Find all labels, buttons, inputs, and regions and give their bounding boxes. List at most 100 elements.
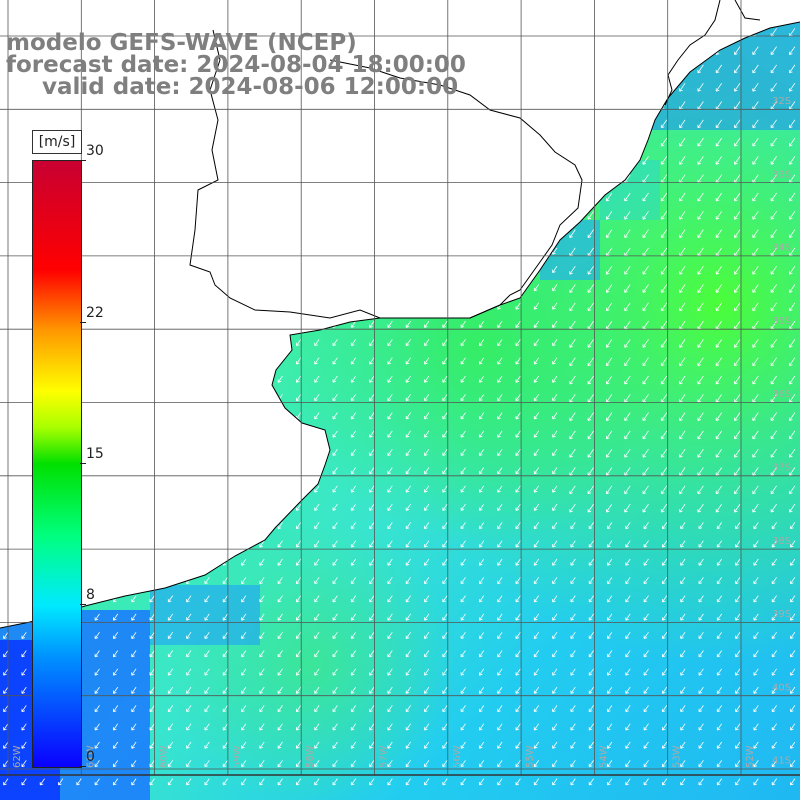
wind-arrow xyxy=(3,302,9,310)
wind-arrow xyxy=(204,302,210,310)
wind-arrow xyxy=(698,760,704,768)
wind-arrow xyxy=(735,741,741,749)
wind-arrow xyxy=(332,467,338,475)
wind-arrow xyxy=(515,577,521,585)
wind-arrow xyxy=(515,595,521,603)
wind-arrow xyxy=(113,302,119,310)
wind-arrow xyxy=(369,778,375,786)
wind-arrow xyxy=(259,412,265,420)
wind-arrow xyxy=(405,778,411,786)
wind-arrow xyxy=(149,192,155,200)
wind-arrow xyxy=(607,595,613,603)
wind-arrow xyxy=(735,522,741,530)
wind-arrow xyxy=(752,82,759,92)
wind-arrow xyxy=(716,613,723,621)
wind-arrow xyxy=(167,394,174,402)
wind-arrow xyxy=(533,741,540,749)
wind-arrow xyxy=(662,577,668,585)
wind-arrow xyxy=(533,229,540,237)
wind-arrow xyxy=(643,668,649,676)
wind-arrow xyxy=(443,10,447,16)
wind-arrow xyxy=(3,101,9,109)
wind-arrow xyxy=(350,211,357,219)
wind-arrow xyxy=(552,650,558,658)
wind-arrow xyxy=(369,375,375,383)
wind-arrow xyxy=(186,302,192,310)
wind-arrow xyxy=(387,631,393,639)
wind-arrow xyxy=(369,137,375,145)
wind-arrow xyxy=(533,686,540,694)
wind-arrow xyxy=(569,339,576,348)
wind-arrow xyxy=(277,760,283,768)
wind-arrow xyxy=(296,302,302,310)
wind-arrow xyxy=(167,485,174,493)
wind-arrow xyxy=(752,503,759,513)
wind-arrow xyxy=(94,595,100,603)
wind-arrow xyxy=(479,668,485,676)
wind-arrow xyxy=(442,119,448,127)
wind-arrow xyxy=(715,28,723,37)
wind-arrow xyxy=(607,741,613,749)
wind-arrow xyxy=(660,448,668,458)
wind-arrow xyxy=(660,284,668,293)
wind-arrow xyxy=(442,156,448,164)
wind-arrow xyxy=(149,448,155,456)
wind-arrow xyxy=(479,229,485,237)
wind-arrow xyxy=(625,705,631,713)
wind-arrow xyxy=(3,82,9,90)
wind-arrow xyxy=(533,119,540,127)
wind-arrow xyxy=(296,686,302,694)
wind-arrow xyxy=(259,577,265,585)
wind-arrow xyxy=(715,357,723,367)
wind-arrow xyxy=(625,540,631,548)
wind-arrow xyxy=(167,448,174,456)
wind-arrow xyxy=(716,522,723,530)
wind-arrow xyxy=(424,723,430,731)
wind-arrow xyxy=(515,430,521,438)
wind-arrow xyxy=(186,101,192,109)
wind-arrow xyxy=(424,174,430,182)
wind-arrow xyxy=(204,686,210,694)
wind-arrow xyxy=(587,485,594,495)
wind-arrow xyxy=(94,522,100,530)
wind-arrow xyxy=(735,613,741,621)
wind-arrow xyxy=(167,686,174,694)
wind-arrow xyxy=(21,668,27,676)
wind-arrow xyxy=(515,705,521,713)
wind-arrow xyxy=(698,522,704,530)
wind-arrow xyxy=(716,760,723,768)
wind-arrow xyxy=(149,412,155,420)
wind-arrow xyxy=(552,82,558,90)
wind-arrow xyxy=(314,558,320,566)
wind-arrow xyxy=(222,595,228,603)
wind-arrow xyxy=(277,522,283,530)
wind-arrow xyxy=(624,82,631,92)
wind-arrow xyxy=(3,320,9,328)
wind-arrow xyxy=(3,119,9,127)
wind-arrow xyxy=(296,631,302,639)
wind-arrow xyxy=(259,778,265,786)
wind-arrow xyxy=(642,101,649,110)
wind-arrow xyxy=(149,631,155,639)
wind-arrow xyxy=(479,339,485,347)
wind-arrow xyxy=(204,631,210,639)
wind-arrow xyxy=(442,741,448,749)
wind-arrow xyxy=(735,778,741,786)
wind-arrow xyxy=(113,430,119,438)
wind-arrow xyxy=(149,595,155,603)
wind-arrow xyxy=(679,503,686,513)
wind-arrow xyxy=(369,302,375,310)
colorbar-tick-label: 30 xyxy=(86,143,104,159)
wind-arrow xyxy=(369,412,375,420)
wind-arrow xyxy=(734,28,741,37)
wind-arrow xyxy=(350,613,357,621)
wind-arrow xyxy=(332,394,338,402)
colorbar-tick-mark xyxy=(80,160,86,161)
latitude-label: 41S xyxy=(772,756,791,767)
wind-arrow xyxy=(515,302,521,310)
wind-arrow xyxy=(94,631,100,639)
wind-arrow xyxy=(369,522,375,530)
wind-arrow xyxy=(479,320,485,328)
wind-arrow xyxy=(569,284,576,293)
